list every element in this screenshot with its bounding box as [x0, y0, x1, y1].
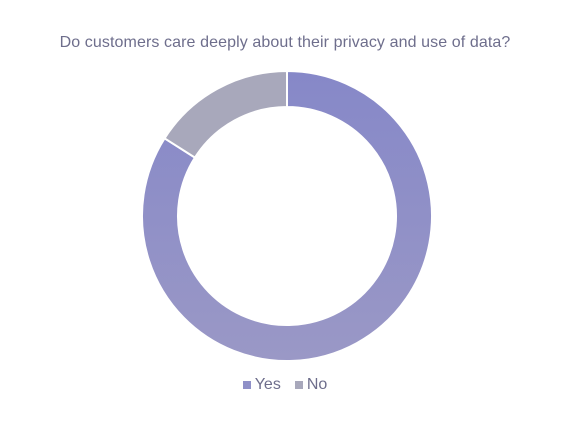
legend-swatch-no [294, 381, 303, 389]
legend: Yes No [0, 376, 570, 394]
legend-label-yes: Yes [254, 376, 281, 393]
donut-slice-no [163, 69, 288, 159]
chart-title: Do customers care deeply about their pri… [59, 34, 511, 51]
donut-slice-yes [141, 69, 433, 362]
donut-slices [141, 69, 433, 362]
legend-entry-yes: Yes [242, 376, 281, 394]
legend-swatch-yes [242, 381, 251, 389]
legend-entry-no: No [294, 376, 328, 394]
legend-label-no: No [306, 376, 328, 393]
